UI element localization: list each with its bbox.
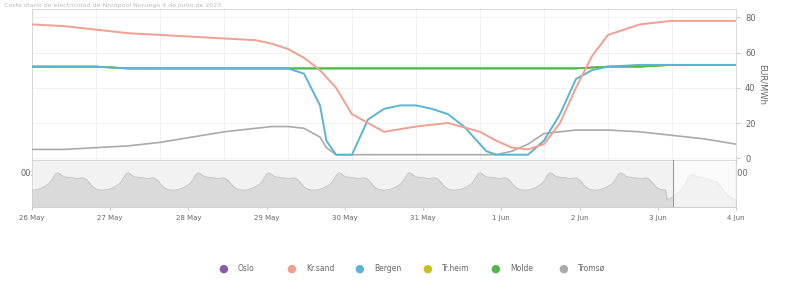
Text: Kr.sand: Kr.sand xyxy=(306,264,334,273)
Text: ●: ● xyxy=(354,263,365,273)
Text: ●: ● xyxy=(558,263,569,273)
Y-axis label: EUR/MWh: EUR/MWh xyxy=(758,64,766,105)
Text: Tr.heim: Tr.heim xyxy=(442,264,470,273)
Text: Coste diario de electricidad de Nordpool Noruega 4 de junio de 2023: Coste diario de electricidad de Nordpool… xyxy=(4,3,221,8)
Text: ●: ● xyxy=(218,263,229,273)
Bar xyxy=(673,160,736,207)
Text: ●: ● xyxy=(422,263,433,273)
Text: ●: ● xyxy=(490,263,501,273)
Text: Oslo: Oslo xyxy=(238,264,254,273)
Text: ●: ● xyxy=(286,263,297,273)
Text: Molde: Molde xyxy=(510,264,533,273)
Bar xyxy=(673,151,736,207)
Text: Tromsø: Tromsø xyxy=(578,264,606,273)
Text: Bergen: Bergen xyxy=(374,264,402,273)
